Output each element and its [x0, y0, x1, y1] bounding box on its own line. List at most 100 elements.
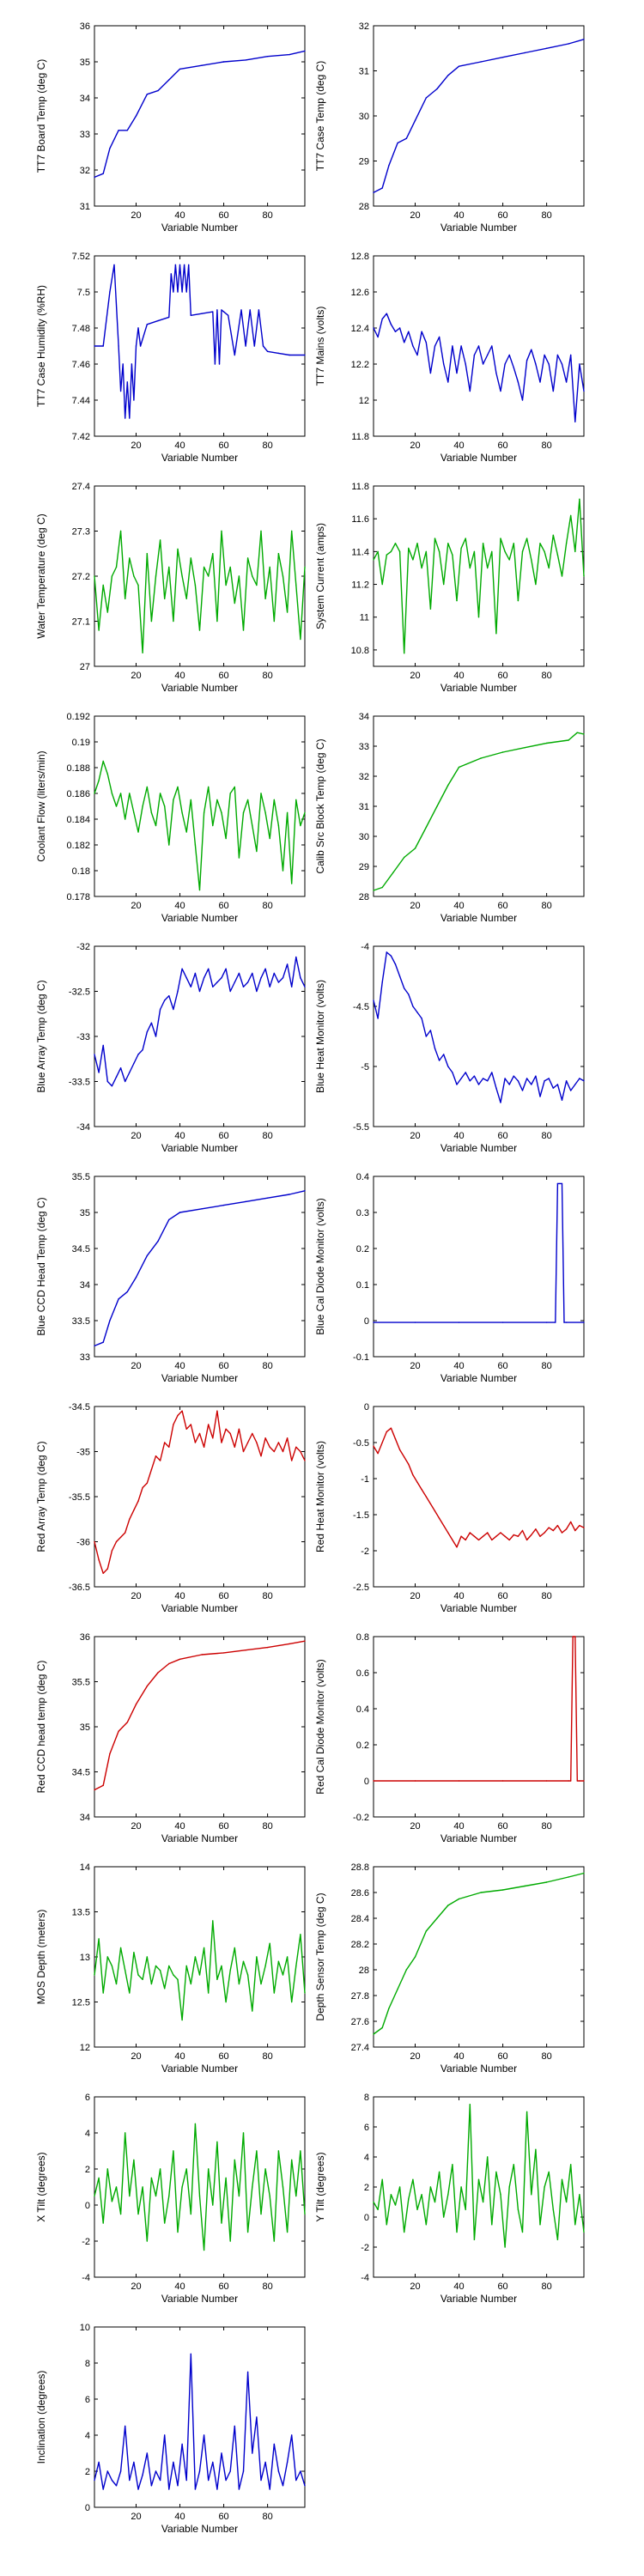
data-point: [300, 638, 301, 641]
data-point: [229, 2470, 231, 2472]
data-point: [565, 1321, 568, 1323]
x-axis-label: Variable Number: [161, 222, 238, 234]
data-point: [556, 554, 559, 556]
data-point: [242, 629, 245, 631]
data-point: [579, 363, 580, 365]
data-point: [242, 811, 245, 814]
data-point: [390, 2194, 392, 2196]
x-tick-label: 20: [410, 1591, 420, 1601]
x-axis-label: Variable Number: [440, 1832, 517, 1844]
data-point: [491, 550, 493, 553]
data-point: [137, 1500, 139, 1502]
data-point: [181, 291, 183, 293]
data-point: [150, 1022, 153, 1024]
y-axis-label: TT7 Case Temp (deg C): [314, 61, 326, 172]
data-point: [262, 345, 264, 347]
x-tick-label: 80: [262, 1361, 272, 1371]
data-point: [304, 811, 306, 814]
x-tick-label: 40: [453, 1131, 464, 1141]
x-tick-label: 80: [262, 1591, 272, 1601]
data-point: [246, 557, 249, 559]
data-point: [504, 2246, 506, 2248]
data-point: [425, 826, 427, 829]
data-point: [177, 1978, 179, 1980]
data-point: [456, 599, 458, 602]
data-point: [256, 1442, 258, 1443]
data-point: [545, 1780, 548, 1782]
y-tick-label: 12.2: [351, 360, 369, 370]
x-tick-label: 60: [218, 1131, 228, 1141]
data-point: [465, 2208, 466, 2210]
data-point: [521, 2231, 524, 2233]
data-point: [539, 1535, 541, 1537]
x-tick-label: 60: [497, 1821, 507, 1832]
data-point: [126, 381, 128, 383]
x-tick-label: 80: [262, 2512, 272, 2522]
data-point: [98, 2461, 100, 2464]
data-point: [102, 584, 104, 586]
y-tick-label: 4: [85, 2431, 90, 2441]
data-point: [168, 1218, 170, 1221]
data-point: [131, 363, 133, 365]
data-point: [133, 2461, 135, 2464]
data-point: [390, 955, 392, 957]
y-tick-label: 0.4: [356, 1172, 369, 1182]
data-point: [194, 1956, 197, 1958]
data-point: [480, 61, 482, 63]
plot-frame: [94, 1406, 306, 1588]
y-tick-label: 2: [364, 2183, 369, 2193]
data-point: [102, 1044, 104, 1047]
data-point: [556, 1182, 559, 1185]
y-axis-label: Red CCD head temp (deg C): [35, 1661, 47, 1794]
y-tick-label: 11: [360, 613, 369, 623]
y-tick-label: -36.5: [69, 1583, 90, 1593]
x-tick-label: 80: [262, 440, 272, 451]
y-tick-label: 0.19: [72, 738, 90, 748]
chart-panel-3: 20 40 60 80 7.42 7.44 7.46 7.48 7.5 7.52 Variable …: [35, 252, 306, 464]
data-point: [570, 2164, 572, 2166]
x-tick-label: 20: [410, 1821, 420, 1832]
data-point: [381, 583, 383, 586]
data-point: [170, 273, 172, 275]
data-point: [177, 291, 179, 293]
data-point: [185, 1428, 187, 1431]
data-point: [552, 390, 554, 392]
data-point: [373, 2033, 374, 2035]
series-line: [94, 50, 306, 179]
plot-frame: [373, 485, 585, 667]
data-point: [286, 963, 289, 965]
data-point: [133, 399, 135, 401]
data-point: [258, 309, 260, 311]
x-tick-label: 60: [218, 1591, 228, 1601]
data-point: [168, 566, 170, 568]
data-point: [168, 316, 170, 319]
data-point: [142, 2474, 143, 2476]
chart-panel-2: 20 40 60 80 28 29 30 31 32 Variable Number TT7 Cas…: [314, 21, 585, 234]
data-point: [137, 2488, 139, 2490]
data-point: [495, 372, 497, 374]
data-point: [565, 1080, 568, 1082]
y-tick-label: -4: [361, 2273, 369, 2283]
data-point: [295, 1446, 297, 1449]
data-point: [246, 2231, 249, 2233]
data-point: [135, 1276, 137, 1279]
data-point: [102, 1784, 104, 1786]
series-line: [94, 1190, 306, 1347]
data-point: [164, 1442, 166, 1443]
data-point: [436, 805, 438, 807]
y-tick-label: 0: [364, 1777, 369, 1787]
x-axis-label: Variable Number: [440, 2063, 517, 2075]
data-point: [465, 363, 466, 365]
data-point: [539, 2224, 541, 2226]
data-point: [150, 1468, 153, 1471]
chart-panel-19: 20 40 60 80 -4 -2 0 2 4 6 Variable Number X Tilt (d…: [35, 2093, 306, 2305]
data-point: [570, 1780, 572, 1782]
data-point: [246, 981, 249, 983]
y-tick-label: -33: [76, 1032, 90, 1042]
data-point: [526, 360, 528, 361]
data-point: [412, 345, 414, 347]
data-point: [386, 313, 387, 314]
data-point: [266, 1197, 269, 1199]
x-tick-label: 40: [453, 671, 464, 681]
data-point: [168, 1446, 170, 1449]
